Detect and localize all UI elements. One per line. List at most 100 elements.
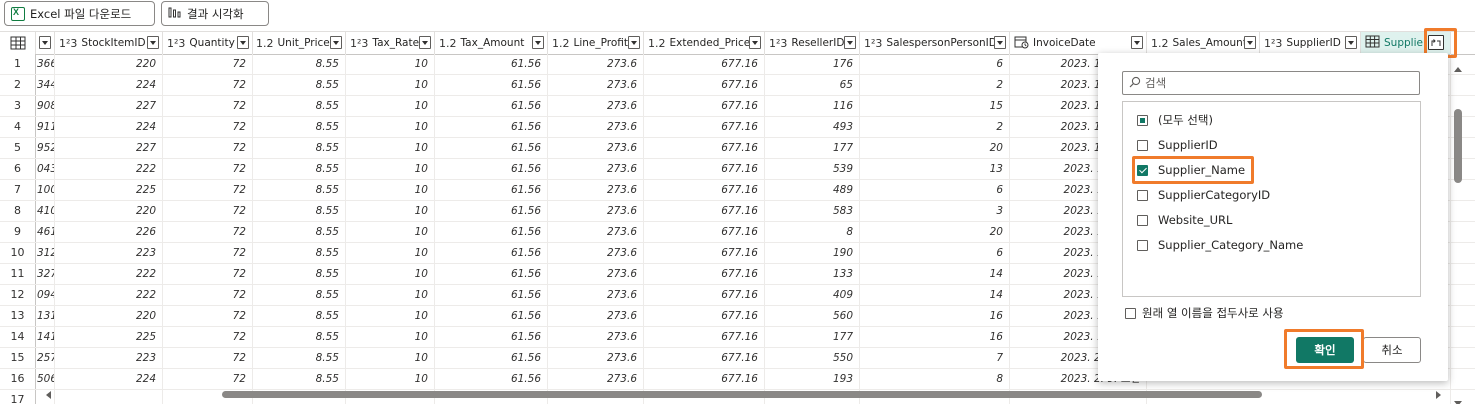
- cell-tax-amt: 61.56: [435, 327, 548, 347]
- column-filter-dropdown-icon[interactable]: [749, 36, 761, 49]
- scroll-left-arrow-icon[interactable]: [46, 391, 51, 399]
- cell-ext: 677.16: [644, 369, 765, 389]
- column-header-stockitemid[interactable]: 1²3 StockItemID: [55, 32, 163, 54]
- scroll-up-arrow-icon[interactable]: [1454, 67, 1462, 72]
- column-header-line-profit[interactable]: 1.2 Line_Profit: [548, 32, 644, 54]
- column-option-suppliercategoryid[interactable]: SupplierCategoryID: [1137, 185, 1270, 205]
- column-filter-dropdown-icon[interactable]: [1345, 36, 1357, 49]
- cell-sp: 2: [860, 75, 1010, 95]
- column-header-salespersonpersonid[interactable]: 1²3 SalespersonPersonID: [860, 32, 1010, 54]
- column-option-supplierid[interactable]: SupplierID: [1137, 135, 1218, 155]
- column-header-sales-amount[interactable]: 1.2 Sales_Amount: [1147, 32, 1260, 54]
- cell-id: 908: [36, 96, 55, 116]
- cell-reseller: 583: [765, 201, 860, 221]
- column-header-supplie[interactable]: Supplie: [1361, 32, 1451, 54]
- ok-button[interactable]: 확인: [1296, 337, 1354, 363]
- cell-tax-amt: 61.56: [435, 75, 548, 95]
- column-option-checkbox[interactable]: [1137, 164, 1148, 176]
- cell-price: 8.55: [252, 201, 346, 221]
- cell-hidden-behind-panel: [1147, 54, 1451, 74]
- column-header-supplierid[interactable]: 1²3 SupplierID: [1260, 32, 1361, 54]
- column-filter-dropdown-icon[interactable]: [147, 36, 159, 49]
- column-header-extended-price[interactable]: 1.2 Extended_Price: [644, 32, 765, 54]
- calendar-icon: [1014, 35, 1029, 52]
- column-filter-dropdown-icon[interactable]: [532, 36, 544, 49]
- column-header-tax-amount[interactable]: 1.2 Tax_Amount: [435, 32, 548, 54]
- use-original-prefix-option[interactable]: 원래 열 이름을 접두사로 사용: [1125, 305, 1284, 321]
- cell-price: 8.55: [252, 54, 346, 74]
- cell-tax-amt: 61.56: [435, 180, 548, 200]
- cell-tax-rate: 10: [346, 75, 435, 95]
- select-all-item[interactable]: (모두 선택): [1137, 110, 1213, 130]
- column-filter-dropdown-icon[interactable]: [628, 36, 640, 49]
- column-filter-dropdown-icon[interactable]: [419, 36, 431, 49]
- column-header-resellerid[interactable]: 1²3 ResellerID: [765, 32, 860, 54]
- cell-tax-amt: 61.56: [435, 306, 548, 326]
- cell-ext: 677.16: [644, 75, 765, 95]
- cell-tax-rate: 10: [346, 306, 435, 326]
- cell-stock: 223: [55, 348, 163, 368]
- vertical-scroll-thumb[interactable]: [1454, 109, 1462, 183]
- cell-sp: 3: [860, 201, 1010, 221]
- column-filter-dropdown-icon[interactable]: [39, 36, 51, 49]
- cell-id: 911: [36, 117, 55, 137]
- column-header-tax-rate[interactable]: 1²3 Tax_Rate: [346, 32, 435, 54]
- visualize-results-button[interactable]: 결과 시각화: [161, 1, 269, 26]
- search-box[interactable]: 검색: [1122, 71, 1420, 95]
- column-option-checkbox[interactable]: [1137, 214, 1148, 226]
- cell-tax-rate: 10: [346, 201, 435, 221]
- cell-price: 8.55: [252, 264, 346, 284]
- select-all-checkbox[interactable]: [1137, 114, 1148, 126]
- cell-qty: 72: [163, 138, 253, 158]
- cell-reseller: 177: [765, 327, 860, 347]
- column-filter-dropdown-icon[interactable]: [1131, 36, 1143, 49]
- vertical-scrollbar[interactable]: [1451, 63, 1465, 404]
- horizontal-scrollbar[interactable]: [36, 390, 1446, 400]
- cell-profit: 273.6: [548, 285, 644, 305]
- column-header-unit-price[interactable]: 1.2 Unit_Price: [252, 32, 346, 54]
- data-type-label: 1.2: [439, 36, 457, 50]
- column-header-invoicedate[interactable]: InvoiceDate: [1010, 32, 1147, 54]
- column-option-supplier-name[interactable]: Supplier_Name: [1137, 160, 1245, 180]
- table-menu-icon[interactable]: [0, 32, 36, 54]
- cell-profit: 273.6: [548, 348, 644, 368]
- cell-stock: 222: [55, 285, 163, 305]
- column-option-checkbox[interactable]: [1137, 139, 1148, 151]
- cell-qty: 72: [163, 369, 253, 389]
- cell-hidden-behind-panel: [1147, 180, 1451, 200]
- cell-tax-rate: 10: [346, 348, 435, 368]
- cell-price: 8.55: [252, 180, 346, 200]
- expand-column-panel: 검색 (모두 선택) SupplierID Supplier_Name Suppli…: [1098, 53, 1448, 381]
- column-filter-dropdown-icon[interactable]: [330, 36, 342, 49]
- cell-stock: 227: [55, 96, 163, 116]
- column-option-checkbox[interactable]: [1137, 189, 1148, 201]
- column-filter-dropdown-icon[interactable]: [1244, 36, 1256, 49]
- column-option-website-url[interactable]: Website_URL: [1137, 210, 1232, 230]
- column-option-supplier-category-name[interactable]: Supplier_Category_Name: [1137, 235, 1303, 255]
- column-option-checkbox[interactable]: [1137, 239, 1148, 251]
- column-filter-dropdown-icon[interactable]: [237, 36, 249, 49]
- cell-ext: 677.16: [644, 96, 765, 116]
- column-header-cropped[interactable]: [36, 32, 55, 54]
- cell-qty: 72: [163, 306, 253, 326]
- column-filter-dropdown-icon[interactable]: [844, 36, 856, 49]
- cell-qty: 72: [163, 285, 253, 305]
- row-number: 10: [0, 243, 36, 263]
- column-filter-dropdown-icon[interactable]: [994, 36, 1006, 49]
- use-original-prefix-checkbox[interactable]: [1125, 307, 1136, 319]
- expand-column-icon[interactable]: [1428, 35, 1444, 50]
- cell-price: 8.55: [252, 222, 346, 242]
- cell-profit: 273.6: [548, 327, 644, 347]
- cell-qty: 72: [163, 201, 253, 221]
- horizontal-scroll-thumb[interactable]: [222, 391, 1262, 398]
- column-option-label: SupplierID: [1158, 138, 1218, 152]
- row-number: 8: [0, 201, 36, 221]
- excel-download-button[interactable]: Excel 파일 다운로드: [4, 1, 155, 26]
- cell-id: 461: [36, 222, 55, 242]
- scroll-right-arrow-icon[interactable]: [1436, 391, 1441, 399]
- cell-hidden-behind-panel: [1147, 75, 1451, 95]
- column-header-quantity[interactable]: 1²3 Quantity: [163, 32, 253, 54]
- cancel-button[interactable]: 취소: [1363, 337, 1421, 363]
- column-name: Line_Profit: [573, 37, 629, 49]
- cell-reseller: 177: [765, 138, 860, 158]
